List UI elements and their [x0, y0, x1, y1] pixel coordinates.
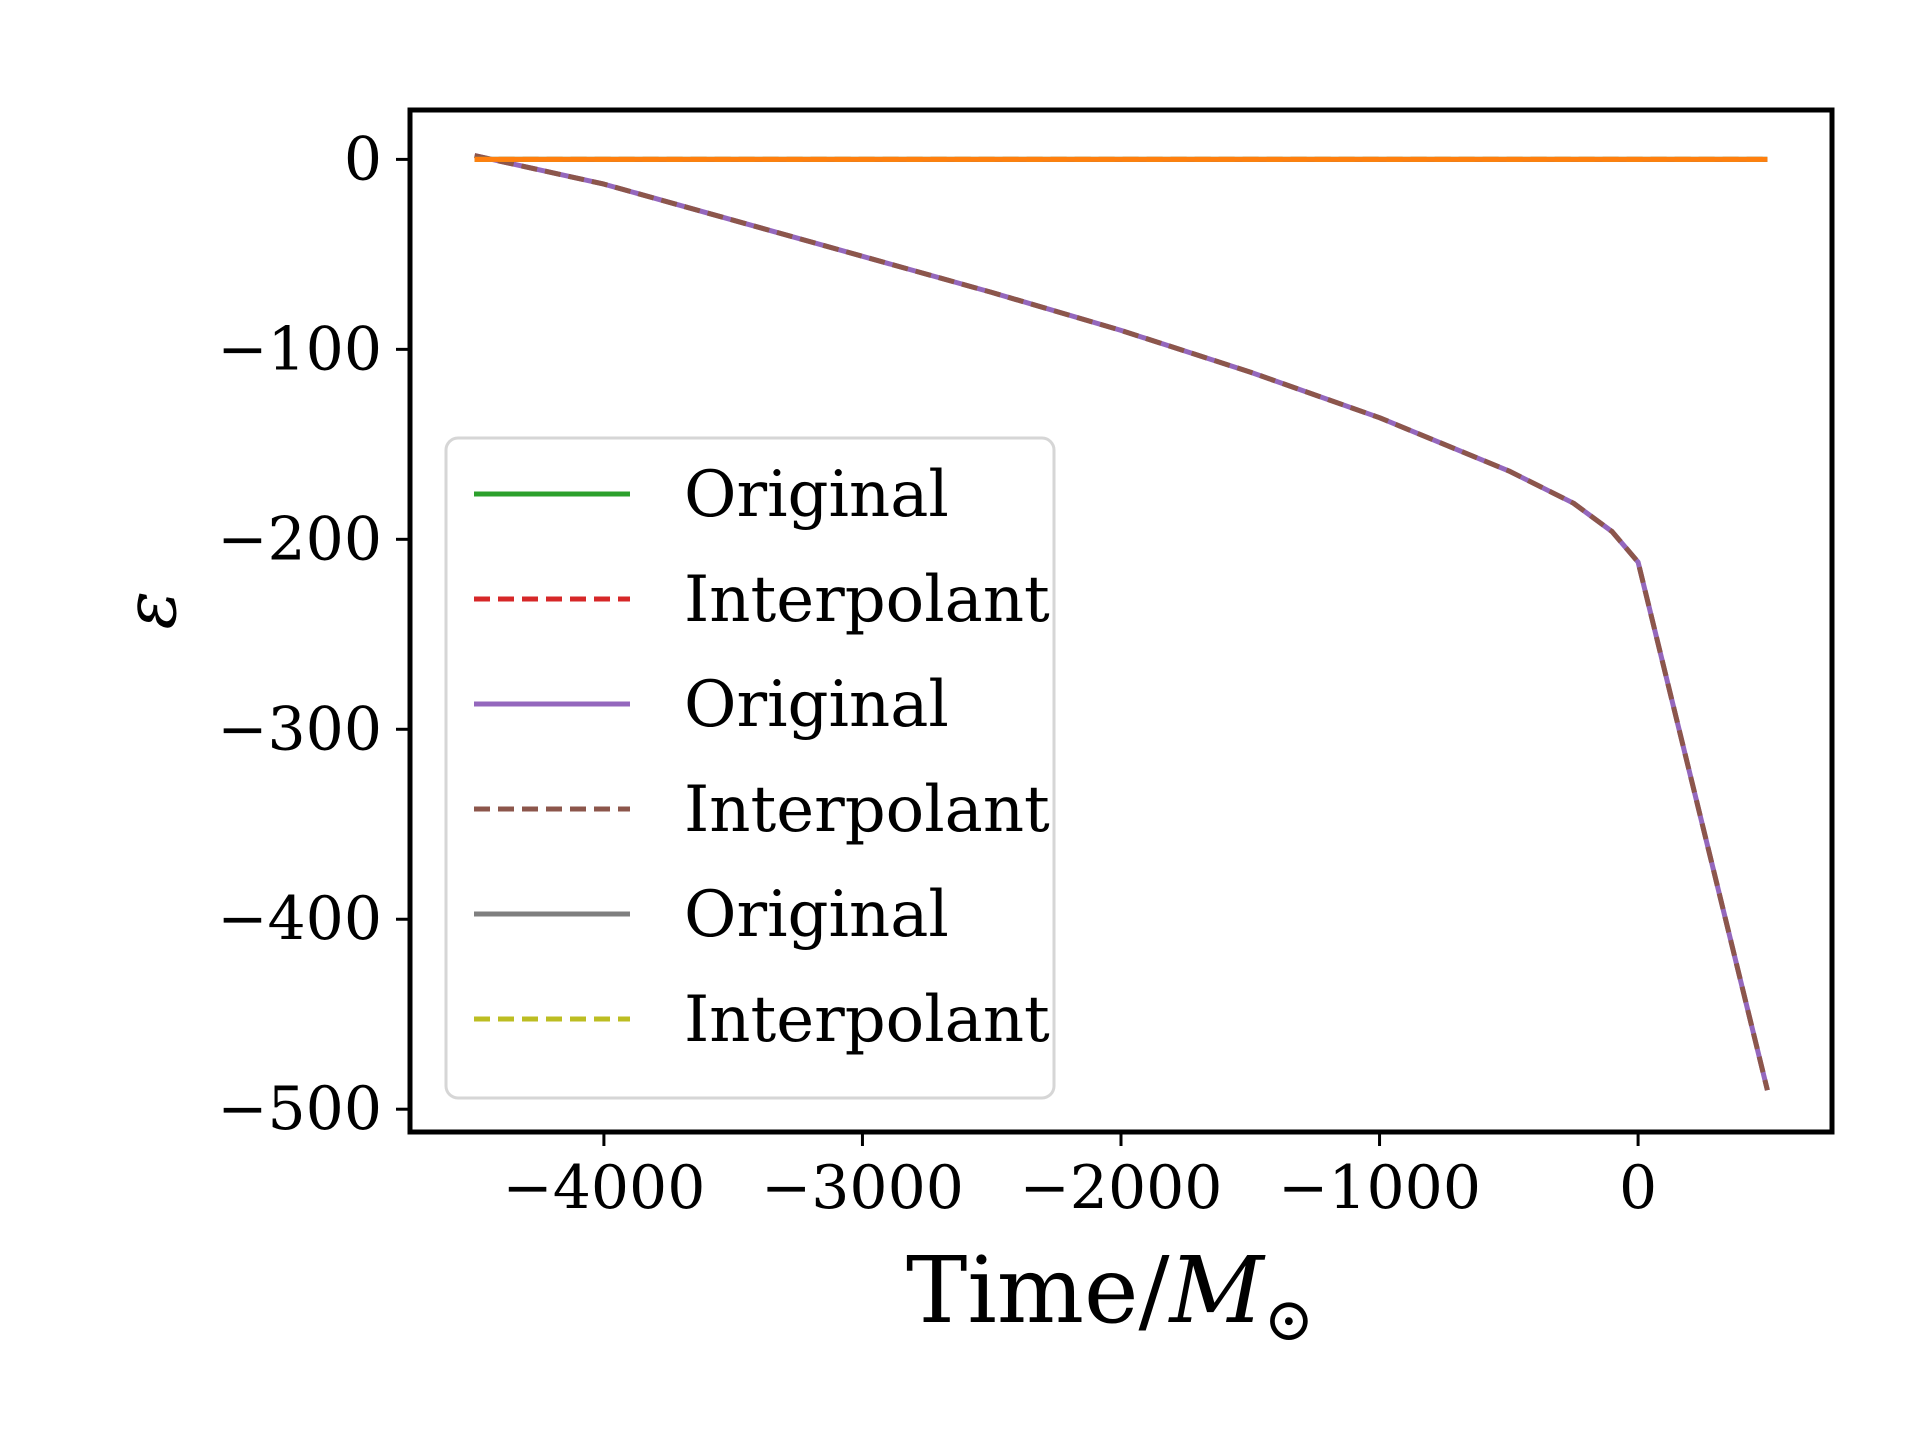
legend-label: Original: [684, 878, 949, 952]
legend-label: Original: [684, 668, 949, 742]
y-tick-label: −200: [217, 504, 382, 574]
x-tick-label: −4000: [502, 1153, 705, 1223]
x-axis-label: Time/M⊙: [906, 1237, 1314, 1355]
x-tick-label: −1000: [1278, 1153, 1481, 1223]
plot-area: [474, 153, 1770, 1091]
legend-label: Interpolant: [684, 773, 1050, 847]
legend-label: Interpolant: [684, 983, 1050, 1057]
axes: −4000 −3000 −2000 −1000 0 0 −100 −200 −300 −400 −5…: [217, 107, 1835, 1223]
x-tick-label: −2000: [1020, 1153, 1223, 1223]
y-tick-label: −300: [217, 694, 382, 764]
legend-box: [444, 436, 1056, 1100]
y-tick-label: −400: [217, 884, 382, 954]
series-line-3: [474, 153, 1770, 1091]
legend-label: Original: [684, 458, 949, 532]
y-axis-label: ε: [108, 591, 192, 630]
x-tick-label: 0: [1619, 1153, 1657, 1223]
y-tick-label: −500: [217, 1074, 382, 1144]
legend-label: Interpolant: [684, 563, 1050, 637]
x-tick-label: −3000: [761, 1153, 964, 1223]
y-tick-label: −100: [217, 314, 382, 384]
y-tick-label: 0: [344, 124, 382, 194]
legend: Original Interpolant Original Interpolant Or…: [444, 436, 1056, 1100]
